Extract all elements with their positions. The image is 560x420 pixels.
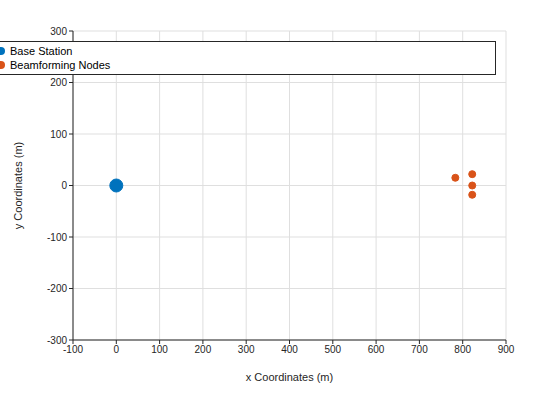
svg-text:-100: -100 xyxy=(47,232,67,243)
svg-text:800: 800 xyxy=(454,344,471,355)
svg-text:-100: -100 xyxy=(63,344,83,355)
svg-text:-200: -200 xyxy=(47,283,67,294)
svg-text:y Coordinates (m): y Coordinates (m) xyxy=(12,142,24,229)
svg-text:300: 300 xyxy=(50,26,67,37)
svg-text:300: 300 xyxy=(238,344,255,355)
svg-text:200: 200 xyxy=(195,344,212,355)
svg-text:400: 400 xyxy=(281,344,298,355)
svg-text:100: 100 xyxy=(50,129,67,140)
svg-text:x Coordinates (m): x Coordinates (m) xyxy=(246,371,333,383)
svg-text:900: 900 xyxy=(498,344,515,355)
svg-text:200: 200 xyxy=(50,77,67,88)
html-text:Beamforming Nodes: Beamforming Nodes xyxy=(10,59,111,71)
svg-text:700: 700 xyxy=(411,344,428,355)
html-text:Base Station: Base Station xyxy=(10,45,73,57)
svg-text:0: 0 xyxy=(61,180,67,191)
svg-text:-300: -300 xyxy=(47,335,67,346)
svg-text:600: 600 xyxy=(368,344,385,355)
svg-text:0: 0 xyxy=(114,344,120,355)
svg-text:100: 100 xyxy=(151,344,168,355)
svg-text:500: 500 xyxy=(324,344,341,355)
